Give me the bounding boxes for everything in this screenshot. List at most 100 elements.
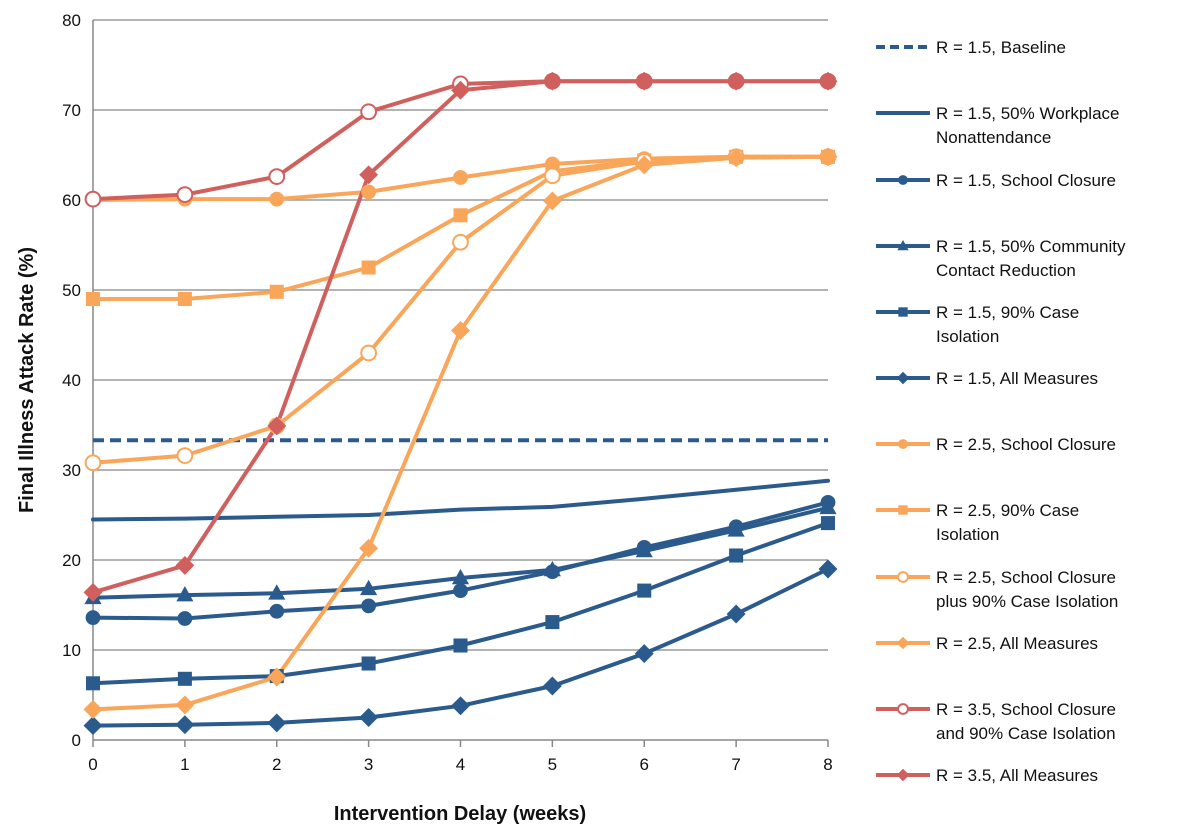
data-point-7 [453, 170, 468, 185]
legend-label-12: R = 3.5, All Measures [936, 766, 1098, 785]
data-point-3 [269, 603, 285, 619]
data-point-8 [85, 291, 101, 307]
data-point-11 [360, 103, 378, 121]
data-point-4 [543, 560, 561, 577]
x-tick-label: 3 [364, 755, 373, 774]
y-tick-label: 50 [62, 281, 81, 300]
x-tick-label: 7 [731, 755, 740, 774]
legend-marker-9 [897, 571, 909, 583]
legend-label-4: R = 1.5, 50% Community Contact Reduction [936, 237, 1126, 280]
legend-marker-4 [897, 240, 909, 251]
legend-label-10: R = 2.5, All Measures [936, 634, 1098, 653]
data-point-12 [634, 71, 654, 91]
data-point-10 [818, 147, 838, 167]
data-point-5 [729, 548, 744, 563]
data-point-10 [634, 155, 654, 175]
legend-marker-8 [898, 505, 908, 515]
data-point-4 [727, 521, 745, 537]
data-point-4 [268, 584, 286, 600]
legend-marker-10 [896, 636, 910, 650]
data-point-8 [177, 291, 192, 307]
data-point-9 [543, 167, 561, 185]
x-axis-title: Intervention Delay (weeks) [334, 803, 586, 825]
data-point-7 [269, 191, 285, 207]
legend-label-2: R = 1.5, 50% Workplace Nonattendance [936, 104, 1119, 147]
data-point-9 [176, 447, 194, 464]
data-point-12 [451, 80, 470, 100]
data-point-6 [359, 708, 379, 727]
data-point-4 [176, 586, 194, 602]
data-point-5 [545, 615, 560, 630]
data-point-10 [83, 699, 103, 719]
legend-marker-7 [898, 439, 908, 449]
data-point-6 [818, 559, 838, 579]
data-point-8 [269, 284, 284, 299]
data-point-9 [452, 233, 469, 251]
legend-marker-11 [897, 703, 909, 715]
tick-labels: 0 10 20 30 40 50 60 70 80 0 1 2 3 4 5 6 7 8 [62, 11, 833, 774]
data-point-11 [176, 186, 194, 203]
data-point-6 [451, 696, 470, 716]
x-tick-label: 8 [823, 755, 832, 774]
legend: R = 1.5, Baseline R = 1.5, 50% Workplace N… [876, 38, 1126, 785]
data-point-11 [84, 190, 102, 208]
x-tick-label: 5 [548, 755, 557, 774]
y-tick-label: 80 [62, 11, 81, 30]
data-point-10 [359, 538, 379, 558]
y-tick-label: 70 [62, 101, 81, 120]
data-point-5 [361, 656, 376, 671]
data-point-6 [83, 716, 103, 736]
y-tick-label: 60 [62, 191, 81, 210]
data-point-12 [818, 71, 838, 91]
data-point-8 [361, 260, 376, 275]
data-point-3 [453, 583, 468, 598]
x-tick-label: 6 [640, 755, 649, 774]
x-tick-label: 2 [272, 755, 281, 774]
x-tick-label: 0 [88, 755, 97, 774]
data-point-11 [268, 168, 286, 185]
data-point-9 [84, 454, 102, 472]
legend-label-6: R = 1.5, All Measures [936, 369, 1098, 388]
data-point-3 [361, 598, 377, 614]
data-point-4 [360, 579, 378, 596]
legend-label-8: R = 2.5, 90% Case Isolation [936, 501, 1079, 544]
legend-label-9: R = 2.5, School Closure plus 90% Case Iso… [936, 568, 1118, 611]
legend-marker-6 [896, 371, 910, 385]
x-tick-label: 1 [180, 755, 189, 774]
data-point-8 [453, 208, 468, 223]
data-point-5 [820, 516, 836, 531]
legend-marker-3 [898, 175, 908, 185]
series-line-5 [91, 521, 830, 686]
y-tick-label: 30 [62, 461, 81, 480]
data-point-9 [360, 344, 378, 362]
data-point-12 [542, 71, 562, 91]
data-point-4 [635, 542, 653, 558]
data-point-4 [819, 498, 837, 515]
data-point-6 [267, 713, 287, 733]
data-point-12 [83, 582, 103, 602]
data-point-12 [359, 165, 379, 185]
data-point-10 [267, 667, 287, 687]
legend-label-5: R = 1.5, 90% Case Isolation [936, 303, 1079, 346]
data-point-3 [177, 611, 193, 626]
data-point-12 [267, 416, 287, 436]
data-point-10 [726, 148, 746, 168]
series-line-9 [91, 154, 830, 465]
data-point-6 [634, 644, 654, 664]
x-tick-label: 4 [456, 755, 465, 774]
data-point-7 [361, 184, 377, 200]
data-point-12 [726, 71, 746, 91]
data-point-5 [637, 583, 652, 598]
data-point-4 [451, 569, 470, 585]
data-point-5 [177, 671, 192, 686]
series-line-2 [91, 478, 830, 522]
legend-label-3: R = 1.5, School Closure [936, 171, 1116, 190]
y-tick-label: 10 [62, 641, 81, 660]
data-point-6 [726, 604, 746, 624]
y-axis-title: Final Illness Attack Rate (%) [16, 247, 38, 513]
data-point-10 [451, 321, 470, 340]
data-point-5 [85, 676, 101, 691]
y-tick-label: 0 [72, 731, 81, 750]
data-point-12 [175, 555, 195, 575]
